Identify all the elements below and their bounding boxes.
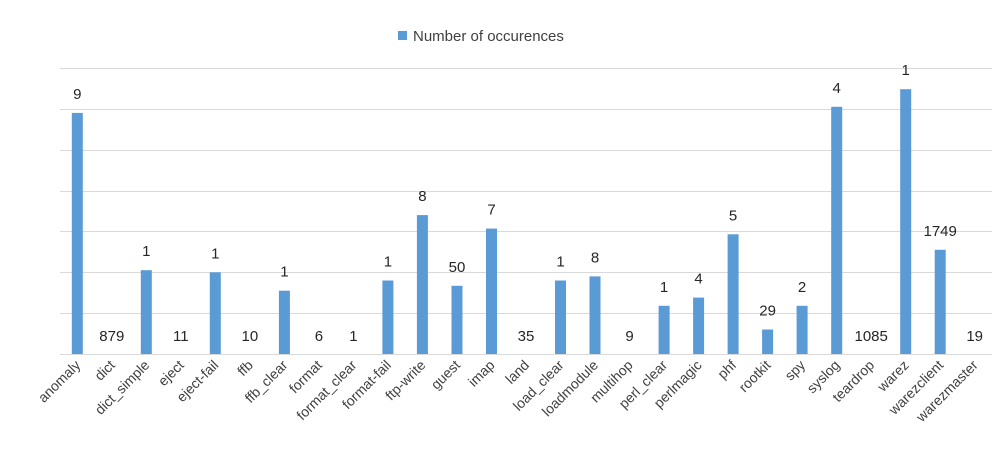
bar-guest — [451, 285, 463, 354]
data-label-ffb_clear: 1 — [280, 264, 288, 281]
x-tick-label-phf: phf — [714, 357, 739, 382]
bar-eject-fail — [209, 272, 221, 354]
bar-ffb_clear — [278, 290, 290, 354]
bar-warezclient — [934, 249, 946, 354]
data-label-dict: 879 — [99, 328, 124, 345]
x-tick-label-dict: dict — [91, 357, 118, 384]
data-label-loadmodule: 8 — [591, 249, 599, 266]
data-label-load_clear: 1 — [556, 254, 564, 271]
x-tick-label-imap: imap — [465, 357, 498, 390]
data-label-spy: 2 — [798, 279, 806, 296]
data-label-warez: 1 — [902, 62, 910, 79]
bar-format-fail — [382, 280, 394, 354]
data-label-perl_clear: 1 — [660, 279, 668, 296]
data-label-ffb: 10 — [242, 328, 259, 345]
bar-spy — [796, 305, 808, 354]
x-tick-label-ffb: ffb — [234, 357, 256, 379]
x-tick-label-spy: spy — [781, 357, 808, 384]
legend-swatch — [398, 31, 407, 40]
legend-label: Number of occurences — [413, 28, 564, 45]
data-label-anomaly: 9 — [73, 86, 81, 103]
data-label-rootkit: 29 — [759, 303, 776, 320]
bar-dict_simple — [140, 270, 152, 354]
data-label-multihop: 9 — [625, 328, 633, 345]
bar-perl_clear — [658, 305, 670, 354]
data-label-perlmagic: 4 — [694, 271, 702, 288]
legend: Number of occurences — [398, 28, 564, 45]
bars — [71, 89, 946, 355]
bar-phf — [727, 234, 739, 354]
data-label-format: 6 — [315, 328, 323, 345]
data-label-syslog: 4 — [833, 80, 841, 97]
data-label-format_clear: 1 — [349, 328, 357, 345]
data-label-ftp-write: 8 — [418, 188, 426, 205]
data-label-land: 35 — [518, 328, 535, 345]
data-label-eject: 11 — [173, 328, 189, 345]
data-label-eject-fail: 1 — [211, 245, 219, 262]
bar-warez — [900, 89, 912, 354]
bar-imap — [486, 228, 497, 354]
data-label-warezmaster: 19 — [966, 328, 983, 345]
x-tick-label-land: land — [502, 357, 532, 387]
bar-loadmodule — [589, 276, 601, 354]
data-label-imap: 7 — [487, 202, 495, 219]
data-label-guest: 50 — [449, 259, 466, 276]
gridlines — [60, 68, 992, 314]
bar-anomaly — [71, 112, 83, 355]
x-tick-label-rootkit: rootkit — [735, 357, 773, 395]
x-tick-label-anomaly: anomaly — [35, 357, 84, 406]
bar-ftp-write — [416, 215, 428, 354]
data-label-warezclient: 1749 — [924, 223, 957, 240]
bar-syslog — [831, 106, 843, 354]
data-label-dict_simple: 1 — [142, 243, 150, 260]
data-label-phf: 5 — [729, 207, 737, 224]
data-label-format-fail: 1 — [384, 254, 392, 271]
bar-load_clear — [555, 280, 566, 354]
bar-rootkit — [762, 329, 774, 354]
x-tick-label-guest: guest — [428, 357, 464, 393]
data-label-teardrop: 1085 — [855, 328, 888, 345]
bar-perlmagic — [693, 297, 705, 354]
